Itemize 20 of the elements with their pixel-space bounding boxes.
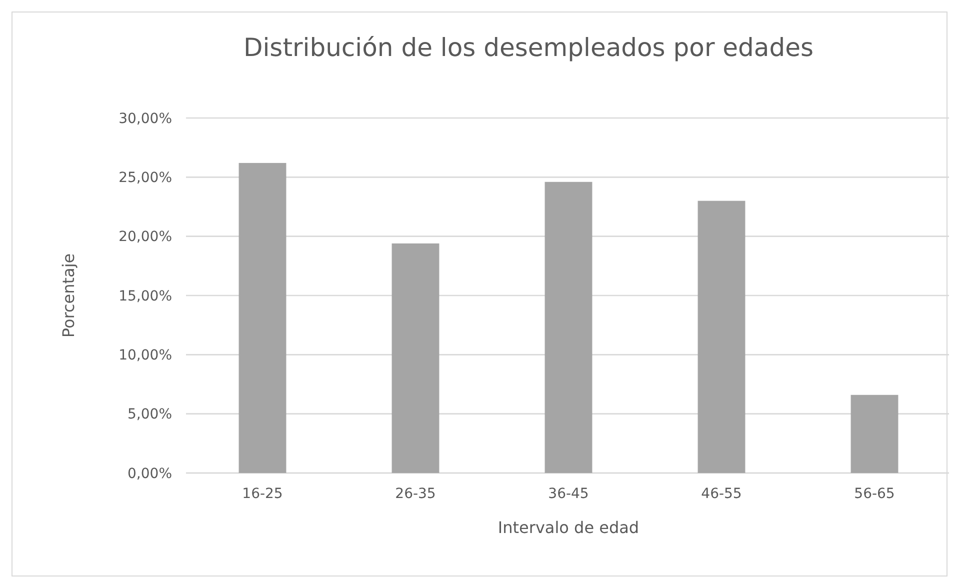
- x-tick-label: 46-55: [701, 486, 742, 502]
- y-tick-label: 15,00%: [118, 288, 172, 304]
- y-axis-title: Porcentaje: [59, 253, 78, 338]
- x-tick-label: 56-65: [854, 486, 895, 502]
- x-axis-title: Intervalo de edad: [498, 518, 640, 537]
- y-tick-label: 20,00%: [118, 229, 172, 246]
- y-tick-label: 10,00%: [118, 348, 172, 364]
- bar: [698, 200, 746, 473]
- bar: [850, 394, 898, 473]
- bar: [238, 162, 286, 473]
- y-tick-label: 30,00%: [118, 110, 172, 127]
- x-tick-label: 26-35: [395, 486, 436, 502]
- bar: [544, 182, 592, 473]
- chart-title: Distribución de los desempleados por edades: [243, 33, 814, 62]
- y-tick-label: 5,00%: [128, 406, 172, 423]
- x-tick-label: 16-25: [242, 486, 283, 502]
- bar: [392, 243, 440, 473]
- x-tick-label: 36-45: [548, 486, 589, 502]
- y-tick-label: 0,00%: [128, 466, 172, 482]
- y-tick-label: 25,00%: [118, 170, 172, 186]
